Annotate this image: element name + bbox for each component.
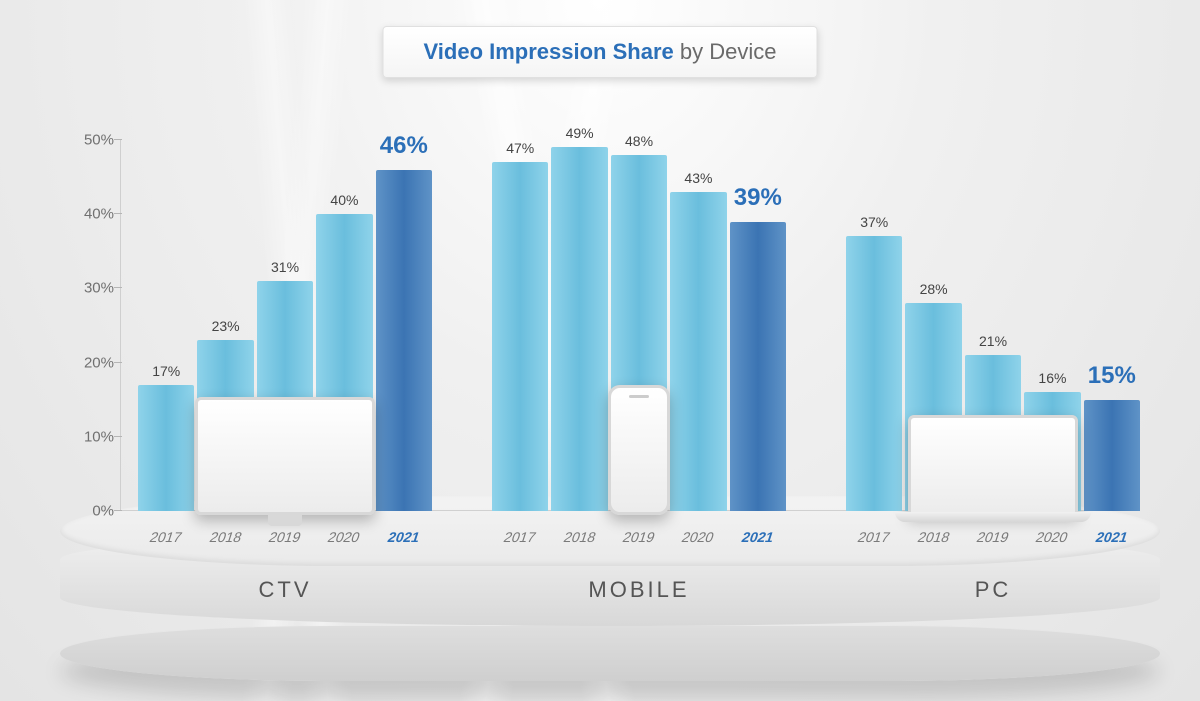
bar-year-label: 2018 [207,529,243,545]
bar: 49%2018 [551,147,607,511]
y-axis-label: 50% [72,132,114,149]
bar-chart: 17%201723%201831%201940%202046%2021CTV47… [120,140,1140,511]
bar: 40%2020 [316,214,372,511]
chart-title-accent: Video Impression Share [424,39,674,64]
group-label: CTV [138,577,432,603]
y-axis-tick [114,213,122,214]
bar-value-label: 23% [212,318,240,334]
bar-year-label: 2017 [148,529,184,545]
bar-year-label: 2020 [680,529,716,545]
bar-year-label: 2017 [502,529,538,545]
bar: 17%2017 [138,385,194,511]
bar-year-label: 2021 [386,529,422,545]
group-label: MOBILE [492,577,786,603]
bar-value-label: 40% [330,192,358,208]
bar-year-label: 2020 [326,529,362,545]
bar-year-label: 2019 [267,529,303,545]
bar-year-label: 2021 [740,529,776,545]
bar-year-label: 2020 [1034,529,1070,545]
y-axis-tick [114,362,122,363]
bar-year-label: 2021 [1094,529,1130,545]
y-axis-label: 0% [72,503,114,520]
bar-year-label: 2019 [975,529,1011,545]
y-axis-tick [114,139,122,140]
bar-year-label: 2017 [856,529,892,545]
y-axis-label: 40% [72,206,114,223]
bar: 15%2021 [1084,400,1140,511]
y-axis-label: 10% [72,428,114,445]
y-axis-label: 30% [72,280,114,297]
bar-value-label: 37% [860,214,888,230]
y-axis-tick [114,287,122,288]
bar: 46%2021 [376,170,432,511]
bar: 48%2019 [611,155,667,511]
bar-year-label: 2019 [621,529,657,545]
bar-value-label: 15% [1088,362,1136,390]
bar-value-label: 39% [734,184,782,212]
bar-value-label: 31% [271,259,299,275]
bar-value-label: 49% [566,125,594,141]
bar: 23%2018 [197,340,253,511]
chart-stage: 17%201723%201831%201940%202046%2021CTV47… [60,140,1160,661]
y-axis [120,140,121,511]
chart-title: Video Impression Share by Device [383,26,818,78]
bar-value-label: 47% [506,140,534,156]
bar: 28%2018 [905,303,961,511]
bar-value-label: 28% [920,281,948,297]
bar: 43%2020 [670,192,726,511]
y-axis-tick [114,510,122,511]
bar-value-label: 46% [380,132,428,160]
bar: 21%2019 [965,355,1021,511]
bar-value-label: 21% [979,333,1007,349]
chart-title-rest: by Device [674,39,777,64]
bar-group: 47%201749%201848%201943%202039%2021MOBIL… [492,140,786,511]
bar: 16%2020 [1024,392,1080,511]
bar: 31%2019 [257,281,313,511]
bar-value-label: 16% [1038,370,1066,386]
bar-group: 17%201723%201831%201940%202046%2021CTV [138,140,432,511]
bar: 39%2021 [730,222,786,511]
bar-value-label: 48% [625,133,653,149]
bar-value-label: 43% [684,170,712,186]
bar-value-label: 17% [152,363,180,379]
bar-year-label: 2018 [561,529,597,545]
bar: 37%2017 [846,236,902,511]
bar-group: 37%201728%201821%201916%202015%2021PC [846,140,1140,511]
group-label: PC [846,577,1140,603]
y-axis-label: 20% [72,354,114,371]
bar: 47%2017 [492,162,548,511]
bar-year-label: 2018 [915,529,951,545]
y-axis-tick [114,436,122,437]
